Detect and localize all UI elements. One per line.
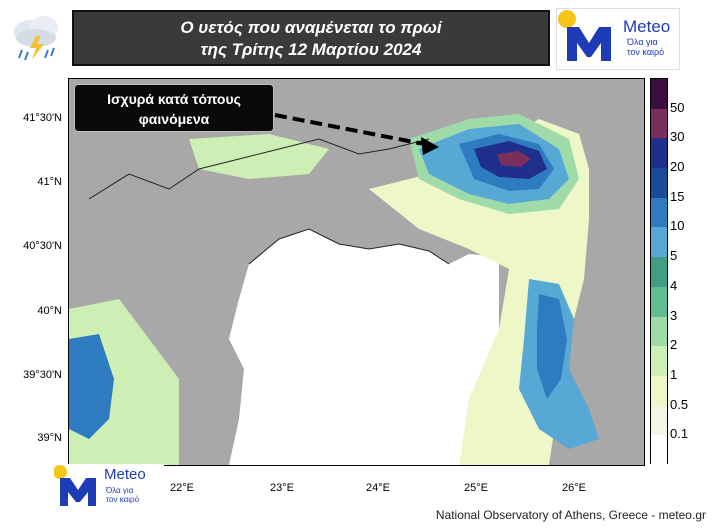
colorbar-segment [651,405,667,436]
colorbar-label: 3 [670,307,678,323]
colorbar-segment [651,346,667,376]
title-line-2: της Τρίτης 12 Μαρτίου 2024 [200,40,422,59]
lat-label-39: 39°N [37,432,62,444]
lon-label-26: 26°E [562,482,586,494]
precipitation-map [68,78,645,466]
colorbar-segment [651,375,667,406]
meteo-logo-top: Meteo Όλα για τον καιρό [556,8,680,70]
colorbar-segment [651,108,667,139]
precipitation-colorbar [650,78,668,465]
colorbar-label: 20 [670,159,685,175]
colorbar-segment [651,257,667,287]
logo-tagline-1: Όλα για [627,37,658,47]
logo-tagline-2: τον καιρό [627,47,665,57]
meteo-logo-bottom: Meteo Όλα για τον καιρό [53,464,164,508]
colorbar-label: 10 [670,218,685,234]
colorbar-segment [651,79,667,109]
colorbar-label: 5 [670,248,678,264]
colorbar-label: 15 [670,188,685,204]
colorbar-label: 0.1 [670,426,689,442]
lon-label-23: 23°E [270,482,294,494]
lat-label-40: 40°N [37,305,62,317]
logo-name: Meteo [623,17,671,36]
colorbar-label: 30 [670,129,685,145]
colorbar-segment [651,168,667,198]
logo-name-bottom: Meteo [104,466,146,483]
precip-area-light-north [189,134,329,179]
colorbar-segment [651,435,667,465]
colorbar-segment [651,227,667,258]
strong-phenomena-callout: Ισχυρά κατά τόπους φαινόμενα [74,84,274,132]
lon-label-25: 25°E [464,482,488,494]
title-banner: Ο υετός που αναμένεται το πρωί της Τρίτη… [72,10,550,66]
country-border [88,138,430,200]
colorbar-segment [651,286,667,317]
colorbar-label: 50 [670,99,685,115]
colorbar-label: 0.5 [670,396,689,412]
thunderstorm-icon [6,10,68,66]
lat-label-41-30: 41°30'N [23,112,62,124]
aegean-sea [229,229,499,465]
title-line-1: Ο υετός που αναμένεται το πρωί [180,18,442,37]
colorbar-segment [651,197,667,228]
colorbar-segment [651,138,667,169]
precip-area-west-blue [69,334,114,439]
callout-arrow [274,113,430,147]
colorbar-label: 2 [670,337,678,353]
lon-label-24: 24°E [366,482,390,494]
callout-line-1: Ισχυρά κατά τόπους [107,91,241,107]
precip-area-30 [497,151,531,167]
logo-tagline-bottom-2: τον καιρό [106,495,140,504]
meteo-logo-mark [558,10,611,61]
meteo-logo-mark-bottom [53,465,96,506]
lon-label-22: 22°E [170,482,194,494]
callout-line-2: φαινόμενα [138,111,210,127]
lat-label-40-30: 40°30'N [23,240,62,252]
logo-tagline-bottom-1: Όλα για [106,486,134,495]
precip-area-se-dark [537,294,567,399]
footer-credit: National Observatory of Athens, Greece -… [435,508,706,522]
lat-label-41: 41°N [37,176,62,188]
coastline [248,228,450,265]
colorbar-segment [651,316,667,347]
colorbar-label: 4 [670,277,678,293]
lat-label-39-30: 39°30'N [23,369,62,381]
colorbar-label: 1 [670,366,678,382]
